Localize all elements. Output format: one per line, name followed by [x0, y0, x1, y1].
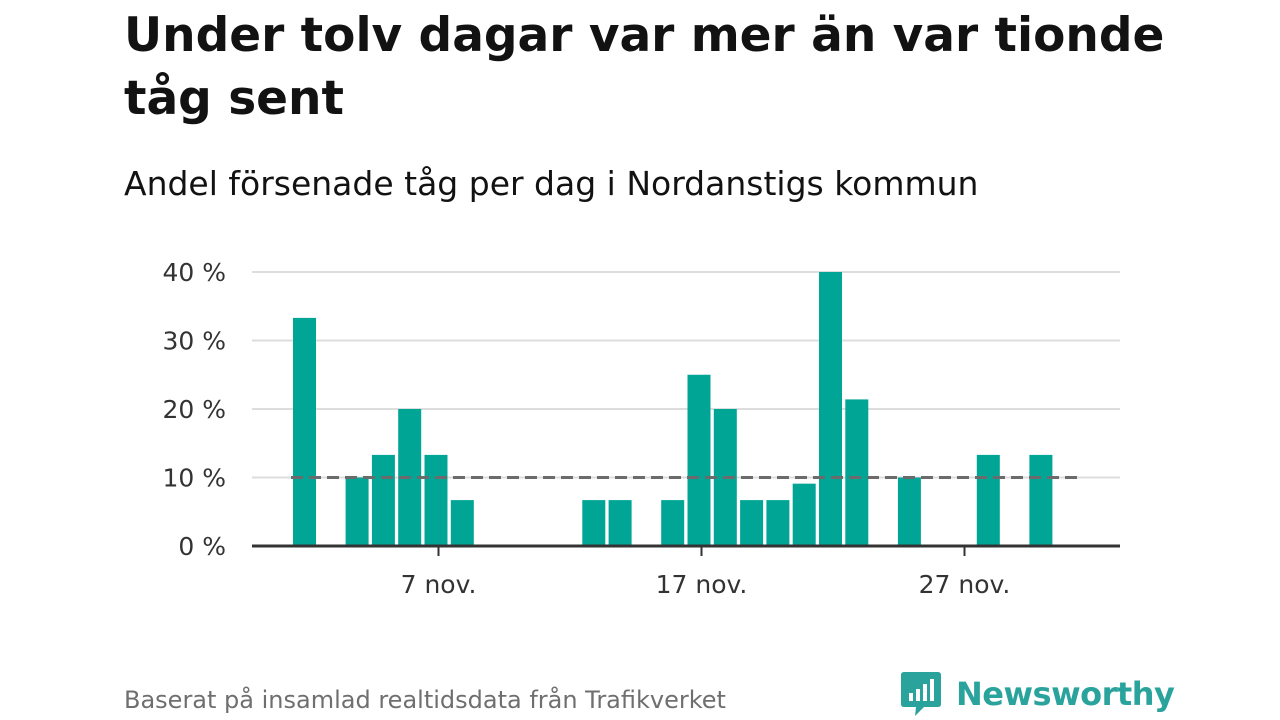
y-tick-label: 30 %: [162, 327, 226, 356]
bar: [661, 500, 685, 546]
y-axis-tick-labels: 0 % 10 % 20 % 30 % 40 %: [162, 258, 226, 561]
bar: [976, 454, 1000, 546]
bar: [293, 317, 316, 546]
newsworthy-logo-icon: [901, 672, 941, 716]
bar: [845, 399, 869, 546]
bar: [897, 477, 921, 546]
newsworthy-logo-text: Newsworthy: [956, 675, 1175, 713]
y-tick-label: 0 %: [178, 532, 226, 561]
bar-chart: 0 % 10 % 20 % 30 % 40 % 7 nov. 17 nov. 27 nov.: [162, 258, 1120, 599]
gridlines: [252, 271, 1120, 479]
bar: [424, 454, 448, 546]
bar: [582, 500, 606, 546]
bar: [371, 454, 395, 546]
bar: [740, 500, 764, 546]
bar: [687, 374, 711, 546]
x-axis-ticks: 7 nov. 17 nov. 27 nov.: [401, 546, 1011, 599]
chart-subtitle: Andel försenade tåg per dag i Nordanstig…: [124, 164, 979, 203]
chart-title: Under tolv dagar var mer än var tionde t…: [124, 8, 1165, 126]
bar: [345, 477, 369, 546]
bar: [766, 500, 790, 546]
x-tick-label: 17 nov.: [656, 570, 748, 599]
bar: [792, 483, 816, 546]
y-tick-label: 10 %: [162, 464, 226, 493]
bar: [819, 272, 842, 546]
x-tick-label: 7 nov.: [401, 570, 477, 599]
bar: [1029, 454, 1053, 546]
bar: [450, 500, 474, 546]
source-note: Baserat på insamlad realtidsdata från Tr…: [124, 686, 726, 714]
y-tick-label: 40 %: [162, 258, 226, 287]
x-tick-label: 27 nov.: [919, 570, 1011, 599]
y-tick-label: 20 %: [162, 395, 226, 424]
newsworthy-logo: Newsworthy: [900, 670, 1175, 718]
bar: [608, 500, 632, 546]
